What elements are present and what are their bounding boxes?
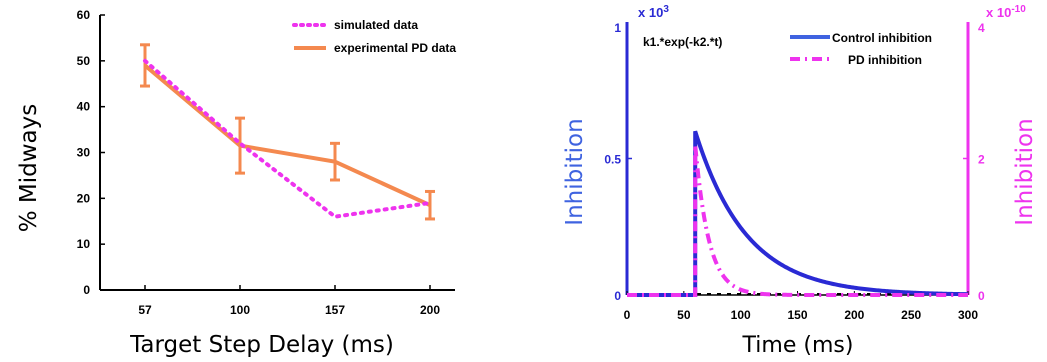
right-left-y-axis-label: Inhibition [562, 118, 588, 225]
right-x-tick-label: 300 [958, 308, 978, 322]
left-y-axis-label: % Midways [16, 104, 42, 233]
right-right-y-tick-top: 4 [978, 21, 985, 35]
legend-label-pd: PD inhibition [848, 53, 922, 67]
right-x-tick-label: 150 [787, 308, 807, 322]
right-x-tick-label: 0 [624, 308, 631, 322]
left-y-tick-label: 60 [77, 8, 91, 22]
series-line-control [627, 130, 969, 297]
left-x-axis-label: Target Step Delay (ms) [129, 332, 394, 358]
right-scale-factor: x 10-10 [986, 4, 1026, 20]
right-x-tick-label: 50 [677, 308, 691, 322]
left-scale-factor: x 103 [638, 4, 669, 20]
right-right-y-tick-label: 0 [978, 289, 985, 303]
left-x-tick-label: 200 [420, 303, 440, 317]
left-y-tick-label: 20 [77, 191, 91, 205]
left-legend: simulated data experimental PD data [292, 18, 456, 55]
series-line-experimental [143, 63, 431, 208]
left-y-tick-label: 0 [83, 283, 90, 297]
right-left-y-tick-label: 0 [614, 289, 621, 303]
right-x-tick-label: 250 [901, 308, 921, 322]
right-right-y-axis-label: Inhibition [1012, 118, 1038, 225]
right-x-axis-label: Time (ms) [742, 333, 854, 358]
right-left-y-tick-label: 0.5 [604, 153, 621, 167]
right-x-tick-label: 200 [844, 308, 864, 322]
right-right-y-tick-label: 2 [978, 153, 985, 167]
series-line-pd [627, 144, 968, 297]
left-x-tick-label: 157 [325, 303, 345, 317]
right-legend: Control inhibition PD inhibition [790, 31, 932, 67]
legend-label-experimental: experimental PD data [334, 41, 456, 55]
left-y-tick-label: 40 [77, 100, 91, 114]
left-y-tick-label: 30 [77, 146, 91, 160]
legend-label-simulated: simulated data [334, 18, 418, 32]
series-line-simulated [143, 58, 432, 219]
right-annotation: k1.*exp(-k2.*t) [643, 35, 722, 49]
left-chart: 0 10 20 30 40 50 60 57 100 157 200 Target Step De… [16, 8, 456, 358]
left-y-tick-label: 10 [77, 237, 91, 251]
left-y-tick-label: 50 [77, 54, 91, 68]
left-x-tick-label: 100 [230, 303, 250, 317]
right-x-tick-label: 100 [731, 308, 751, 322]
left-x-tick-label: 57 [138, 303, 152, 317]
right-left-y-tick-top: 1 [614, 21, 621, 35]
legend-label-control: Control inhibition [832, 31, 932, 45]
